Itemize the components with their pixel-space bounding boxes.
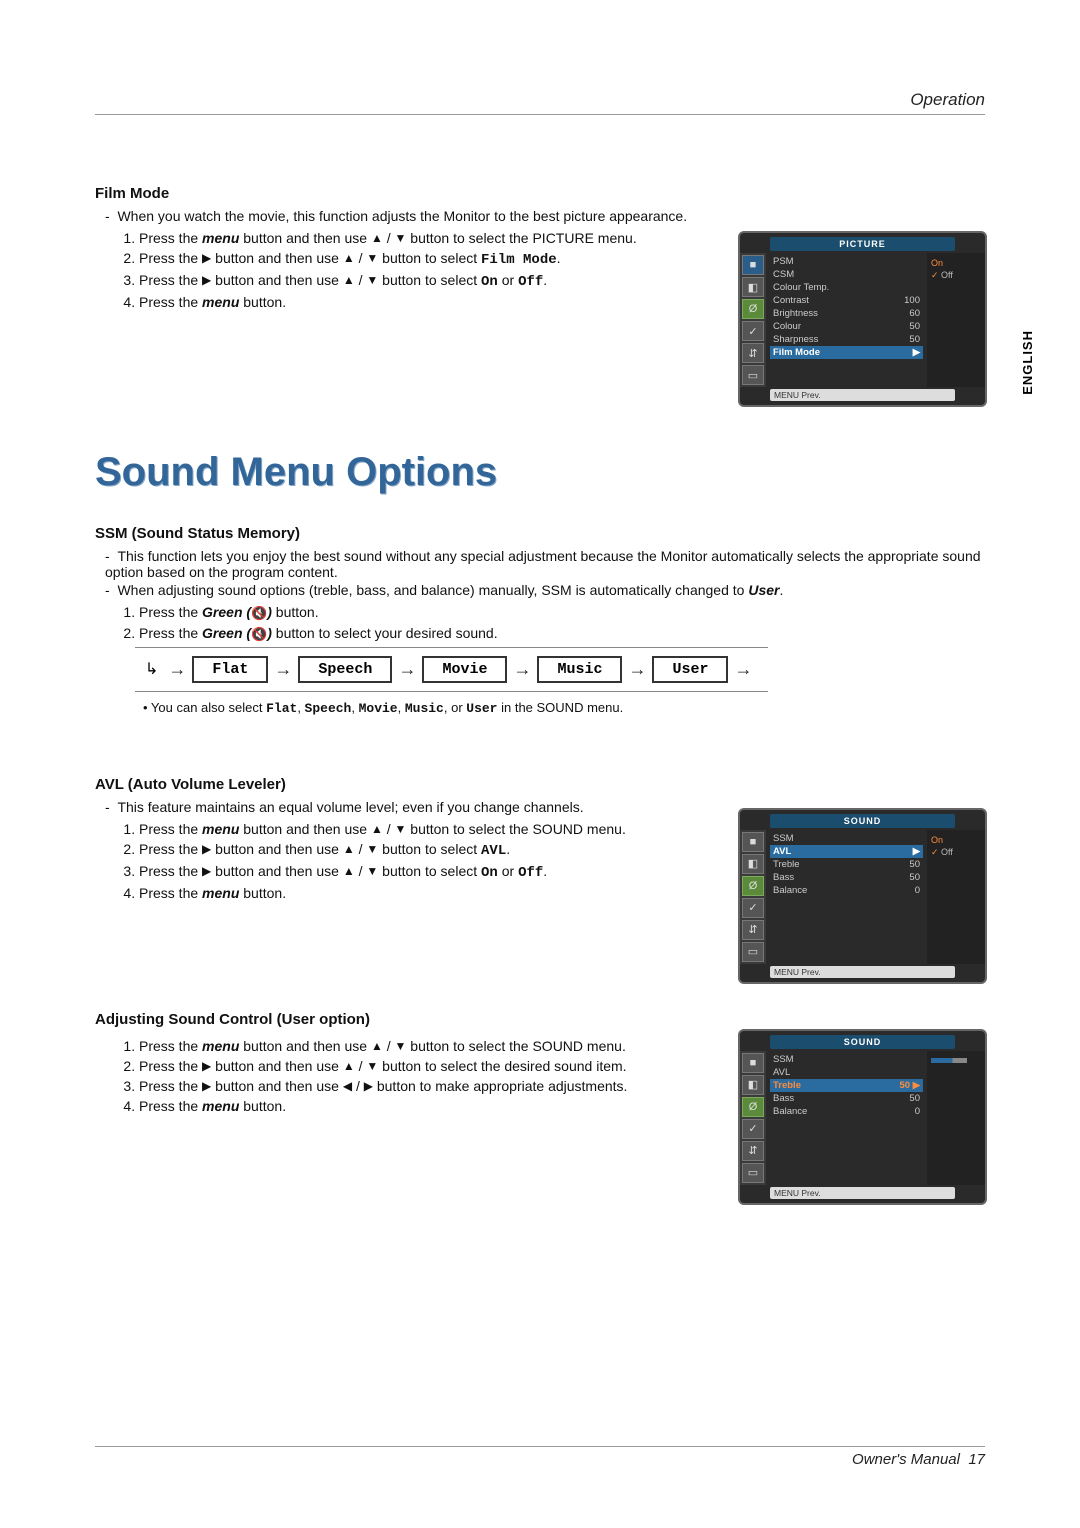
instruction-step: Press the Green (🔇) button to select you… (139, 625, 985, 642)
osd-submenu (927, 1051, 985, 1185)
osd-category-icon: ⇵ (742, 343, 764, 363)
osd-option: On (931, 834, 981, 846)
film-mode-intro: - When you watch the movie, this functio… (95, 208, 985, 224)
flow-option: Music (537, 656, 622, 683)
osd-icon-strip: ■◧Ø✓⇵▭ (740, 253, 766, 387)
osd-row: SSM (770, 1053, 923, 1066)
osd-header: PICTURE (770, 237, 955, 251)
intro-text: When you watch the movie, this function … (117, 208, 687, 224)
osd-submenu: OnOff (927, 253, 985, 387)
osd-category-icon: ▭ (742, 365, 764, 385)
ssm-bullet-1: - This function lets you enjoy the best … (95, 548, 985, 580)
osd-row: PSM (770, 255, 923, 268)
footer-label: Owner's Manual (852, 1451, 960, 1468)
osd-row: Balance0 (770, 1105, 923, 1118)
osd-row: Sharpness50 (770, 333, 923, 346)
osd-footer: MENU Prev. (770, 966, 955, 978)
osd-header: SOUND (770, 1035, 955, 1049)
flow-option: Movie (422, 656, 507, 683)
page-footer: Owner's Manual 17 (95, 1446, 985, 1468)
film-mode-section: Film Mode - When you watch the movie, th… (95, 185, 985, 310)
film-mode-title: Film Mode (95, 185, 985, 202)
osd-option: Off (931, 846, 981, 859)
bullet-dash: - (105, 208, 110, 224)
ssm-b1-text: This function lets you enjoy the best so… (105, 548, 981, 580)
osd-sound-treble-menu: SOUND■◧Ø✓⇵▭SSMAVLTreble50 ▶Bass50Balance… (740, 1031, 985, 1203)
bullet-dash: - (105, 799, 110, 815)
osd-category-icon: ◧ (742, 277, 764, 297)
flow-option: Speech (298, 656, 392, 683)
osd-icon-strip: ■◧Ø✓⇵▭ (740, 830, 766, 964)
ssm-user-word: User (748, 582, 779, 598)
avl-title: AVL (Auto Volume Leveler) (95, 776, 985, 793)
ssm-steps: Press the Green (🔇) button. Press the Gre… (95, 604, 985, 643)
osd-category-icon: Ø (742, 1097, 764, 1117)
osd-option: On (931, 257, 981, 269)
ssm-section: SSM (Sound Status Memory) - This functio… (95, 525, 985, 716)
osd-row: Balance0 (770, 884, 923, 897)
osd-category-icon: ✓ (742, 898, 764, 918)
osd-row: Colour50 (770, 320, 923, 333)
osd-category-icon: ✓ (742, 1119, 764, 1139)
footer-page-number: 17 (968, 1451, 985, 1468)
osd-footer: MENU Prev. (770, 1187, 955, 1199)
osd-row: Bass50 (770, 1092, 923, 1105)
language-tab: ENGLISH (1020, 330, 1035, 395)
osd-sound-avl-menu: SOUND■◧Ø✓⇵▭SSMAVL▶Treble50Bass50Balance0… (740, 810, 985, 982)
osd-category-icon: ✓ (742, 321, 764, 341)
osd-picture-menu: PICTURE■◧Ø✓⇵▭PSMCSMColour Temp.Contrast1… (740, 233, 985, 405)
osd-row: Treble50 (770, 858, 923, 871)
ssm-title: SSM (Sound Status Memory) (95, 525, 985, 542)
page-header: Operation (95, 90, 985, 115)
osd-option: Off (931, 269, 981, 282)
osd-icon-strip: ■◧Ø✓⇵▭ (740, 1051, 766, 1185)
osd-list: SSMAVLTreble50 ▶Bass50Balance0 (766, 1051, 927, 1185)
osd-category-icon: ◧ (742, 854, 764, 874)
osd-row: Colour Temp. (770, 281, 923, 294)
osd-row: Treble50 ▶ (770, 1079, 923, 1092)
osd-row: Bass50 (770, 871, 923, 884)
instruction-step: Press the Green (🔇) button. (139, 604, 985, 621)
osd-list: SSMAVL▶Treble50Bass50Balance0 (766, 830, 927, 964)
osd-row: SSM (770, 832, 923, 845)
flow-option: Flat (192, 656, 268, 683)
ssm-note: • You can also select Flat, Speech, Movi… (95, 700, 985, 716)
osd-category-icon: Ø (742, 876, 764, 896)
osd-row: Brightness60 (770, 307, 923, 320)
ssm-b2-text: When adjusting sound options (treble, ba… (117, 582, 748, 598)
adjust-section: Adjusting Sound Control (User option) Pr… (95, 1011, 985, 1114)
flow-option: User (652, 656, 728, 683)
osd-row: Contrast100 (770, 294, 923, 307)
osd-category-icon: ▭ (742, 1163, 764, 1183)
osd-list: PSMCSMColour Temp.Contrast100Brightness6… (766, 253, 927, 387)
osd-row: Film Mode▶ (770, 346, 923, 359)
osd-footer: MENU Prev. (770, 389, 955, 401)
osd-row: AVL▶ (770, 845, 923, 858)
osd-category-icon: ■ (742, 255, 764, 275)
osd-category-icon: ■ (742, 832, 764, 852)
osd-category-icon: ◧ (742, 1075, 764, 1095)
osd-slider (931, 1058, 967, 1063)
osd-category-icon: ⇵ (742, 1141, 764, 1161)
adjust-title: Adjusting Sound Control (User option) (95, 1011, 985, 1028)
osd-header: SOUND (770, 814, 955, 828)
ssm-flow-diagram: ↳→Flat→Speech→Movie→Music→User→ (135, 647, 768, 692)
sound-menu-heading: Sound Menu Options (95, 450, 985, 495)
osd-category-icon: ⇵ (742, 920, 764, 940)
osd-submenu: OnOff (927, 830, 985, 964)
osd-row: AVL (770, 1066, 923, 1079)
ssm-bullet-2: - When adjusting sound options (treble, … (95, 582, 985, 598)
osd-category-icon: Ø (742, 299, 764, 319)
avl-intro-text: This feature maintains an equal volume l… (117, 799, 583, 815)
osd-category-icon: ▭ (742, 942, 764, 962)
osd-row: CSM (770, 268, 923, 281)
osd-category-icon: ■ (742, 1053, 764, 1073)
manual-page: Operation ENGLISH Film Mode - When you w… (0, 0, 1080, 1528)
avl-section: AVL (Auto Volume Leveler) - This feature… (95, 776, 985, 901)
